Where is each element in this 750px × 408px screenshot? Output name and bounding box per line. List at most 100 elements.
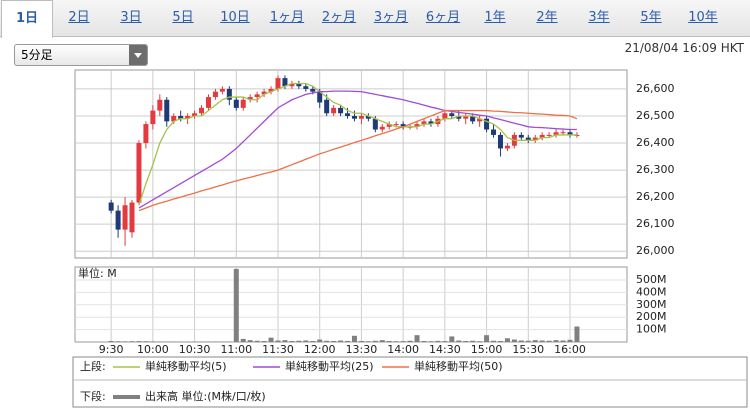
volume-bar bbox=[254, 340, 260, 342]
volume-bar bbox=[303, 340, 309, 342]
volume-bar bbox=[233, 268, 239, 342]
candle-body bbox=[310, 88, 316, 92]
candle-body bbox=[532, 137, 538, 141]
x-tick-label: 16:00 bbox=[554, 343, 586, 356]
volume-bar bbox=[463, 341, 469, 342]
candle-body bbox=[178, 115, 184, 119]
period-tab[interactable]: 2日 bbox=[68, 10, 90, 25]
candle-body bbox=[164, 99, 170, 122]
volume-bar bbox=[282, 340, 288, 342]
legend-box bbox=[72, 356, 748, 408]
period-tab[interactable]: 2年 bbox=[536, 10, 558, 25]
candle-body bbox=[442, 113, 448, 119]
y-tick-label: 400M bbox=[636, 285, 667, 298]
candle-body bbox=[358, 115, 364, 119]
candle-body bbox=[497, 134, 503, 149]
unit-label: 単位: M bbox=[78, 266, 117, 280]
candle-body bbox=[365, 115, 371, 119]
period-tab[interactable]: 3ヶ月 bbox=[373, 10, 409, 25]
candle-body bbox=[331, 107, 337, 114]
candle-body bbox=[338, 107, 344, 114]
candle-body bbox=[470, 115, 476, 122]
candle-body bbox=[491, 129, 497, 135]
x-tick-label: 14:00 bbox=[387, 343, 419, 356]
period-tab[interactable]: 1年 bbox=[484, 10, 506, 25]
interval-select[interactable]: 5分足 bbox=[14, 44, 148, 66]
candle-body bbox=[386, 124, 392, 127]
y-tick-label: 26,200 bbox=[636, 190, 675, 203]
volume-bar bbox=[296, 340, 302, 342]
candle-body bbox=[254, 94, 260, 98]
candle-body bbox=[185, 115, 191, 119]
period-tab[interactable]: 1日 bbox=[1, 0, 53, 38]
volume-bar bbox=[108, 341, 114, 342]
y-tick-label: 26,000 bbox=[636, 244, 675, 257]
period-tab[interactable]: 1ヶ月 bbox=[269, 10, 305, 25]
volume-bar bbox=[470, 340, 476, 342]
candle-body bbox=[372, 118, 378, 130]
volume-bar bbox=[345, 340, 351, 342]
volume-bar bbox=[240, 338, 246, 342]
volume-bar bbox=[477, 341, 483, 342]
candle-body bbox=[428, 121, 434, 125]
volume-bar bbox=[511, 339, 517, 342]
period-tab[interactable]: 10日 bbox=[220, 10, 250, 25]
x-tick-label: 10:30 bbox=[179, 343, 211, 356]
timestamp: 21/08/04 16:09 HKT bbox=[624, 41, 744, 55]
volume-bar bbox=[414, 335, 420, 342]
ma-line bbox=[138, 82, 577, 206]
volume-bar bbox=[115, 341, 121, 342]
x-tick-label: 11:00 bbox=[220, 343, 252, 356]
volume-bar bbox=[310, 341, 316, 342]
period-tab[interactable]: 5年 bbox=[640, 10, 662, 25]
candle-body bbox=[205, 97, 211, 108]
period-tab[interactable]: 2ヶ月 bbox=[321, 10, 357, 25]
volume-bar bbox=[372, 340, 378, 342]
candle-body bbox=[122, 205, 128, 230]
volume-bar bbox=[365, 341, 371, 342]
period-tab[interactable]: 10年 bbox=[688, 10, 718, 25]
volume-bar bbox=[275, 340, 281, 342]
candle-body bbox=[449, 113, 455, 116]
candle-body bbox=[345, 113, 351, 116]
volume-bar bbox=[400, 341, 406, 342]
volume-bar bbox=[261, 341, 267, 342]
volume-bar bbox=[338, 340, 344, 342]
y-tick-label: 26,500 bbox=[636, 109, 675, 122]
candle-body bbox=[484, 118, 490, 130]
period-tab[interactable]: 3年 bbox=[588, 10, 610, 25]
candle-body bbox=[150, 110, 156, 125]
period-tab[interactable]: 6ヶ月 bbox=[425, 10, 461, 25]
x-tick-label: 14:30 bbox=[429, 343, 461, 356]
legend-prefix: 上段: bbox=[80, 359, 106, 373]
candle-body bbox=[379, 126, 385, 130]
x-tick-label: 13:30 bbox=[346, 343, 378, 356]
candle-body bbox=[317, 91, 323, 103]
volume-bar bbox=[351, 335, 357, 342]
candle-body bbox=[247, 97, 253, 100]
candle-body bbox=[157, 99, 163, 111]
volume-bar bbox=[456, 340, 462, 342]
legend-label: 単純移動平均(5) bbox=[145, 359, 227, 373]
volume-bar bbox=[331, 341, 337, 342]
volume-bar bbox=[525, 340, 531, 342]
volume-bar bbox=[491, 340, 497, 342]
candle-body bbox=[171, 115, 177, 122]
volume-bar bbox=[532, 340, 538, 342]
volume-bar bbox=[497, 341, 503, 342]
tab-bar: 1日 2日 3日 5日 10日 1ヶ月 2ヶ月 3ヶ月 6ヶ月 1年 2年 3年 5年 10年 bbox=[0, 0, 750, 38]
candle-body bbox=[219, 88, 225, 92]
volume-bar bbox=[379, 340, 385, 342]
period-tab[interactable]: 5日 bbox=[172, 10, 194, 25]
y-tick-label: 26,400 bbox=[636, 136, 675, 149]
candle-body bbox=[525, 137, 531, 141]
candle-body bbox=[226, 88, 232, 100]
period-tab[interactable]: 3日 bbox=[120, 10, 142, 25]
interval-label: 5分足 bbox=[21, 48, 53, 62]
candle-body bbox=[567, 132, 573, 135]
volume-bar bbox=[122, 341, 128, 342]
volume-bar bbox=[150, 341, 156, 342]
volume-bar bbox=[518, 340, 524, 342]
